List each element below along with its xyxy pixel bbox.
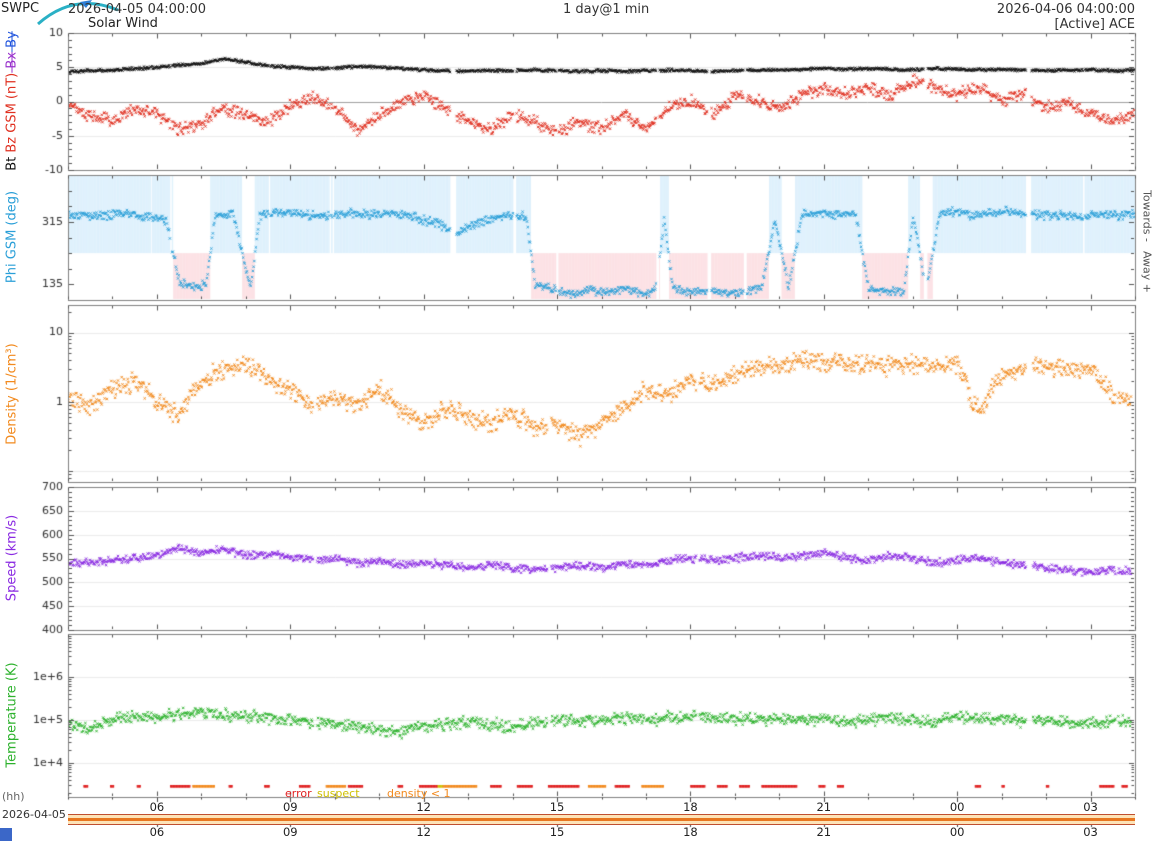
- hour-tick-label: 09: [282, 800, 298, 814]
- source-status-badge: [Active] ACE: [1054, 17, 1135, 32]
- temperature-axis-label[interactable]: Temperature (K): [4, 662, 20, 768]
- hour-tick-label: 00: [949, 825, 965, 839]
- density-axis-label[interactable]: Density (1/cm³): [4, 343, 20, 445]
- plot-start-time: 2026-04-05 04:00:00: [68, 2, 207, 17]
- footer-logo-fragment: [0, 828, 12, 841]
- swpc-logo-text: SWPC: [1, 1, 40, 16]
- hour-tick-label: 12: [416, 800, 431, 814]
- plot-end-time: 2026-04-06 04:00:00: [996, 2, 1135, 17]
- hour-tick-label: 03: [1083, 800, 1098, 814]
- hour-tick-label: 00: [949, 800, 965, 814]
- towards-sector-label: Towards -: [1140, 190, 1154, 242]
- bx-series-toggle[interactable]: Bx: [4, 51, 20, 73]
- phi-axis-label[interactable]: Phi GSM (deg): [4, 190, 20, 284]
- legend-suspect[interactable]: suspect: [317, 787, 360, 800]
- hour-tick-label: 06: [149, 825, 165, 839]
- legend-error[interactable]: error: [285, 787, 312, 800]
- away-sector-label: Away +: [1140, 250, 1154, 294]
- hour-tick-label: 21: [816, 825, 832, 839]
- plot-resolution: 1 day@1 min: [563, 2, 650, 17]
- hour-axis-row-1: 06 09 12 15 18 21 00 03: [0, 800, 1158, 814]
- hour-tick-label: 03: [1083, 825, 1098, 839]
- time-range-slider[interactable]: [68, 814, 1135, 825]
- hh-axis-unit-label: (hh): [2, 790, 25, 803]
- by-series-toggle[interactable]: By: [4, 31, 20, 52]
- hour-tick-label: 06: [149, 800, 165, 814]
- bz-series-toggle[interactable]: Bz GSM (nT): [4, 72, 20, 157]
- bt-series-toggle[interactable]: Bt: [4, 156, 20, 171]
- hour-tick-label: 15: [549, 825, 565, 839]
- page-title: Solar Wind: [88, 16, 158, 31]
- swpc-logo-swoosh: [37, 0, 119, 26]
- legend-density-lt1[interactable]: density < 1: [387, 787, 451, 800]
- mag-axis-label: Bt Bz GSM (nT) Bx By: [5, 31, 20, 171]
- hour-tick-label: 18: [683, 800, 698, 814]
- hour-tick-label: 09: [282, 825, 298, 839]
- time-range-slider-line: [68, 818, 1135, 821]
- speed-axis-label[interactable]: Speed (km/s): [4, 514, 20, 602]
- axis-date-label: 2026-04-05: [2, 808, 66, 821]
- hour-axis-row-2: 06 09 12 15 18 21 00 03: [0, 825, 1158, 839]
- hour-tick-label: 15: [549, 800, 565, 814]
- hour-tick-label: 21: [816, 800, 832, 814]
- hour-tick-label: 12: [416, 825, 431, 839]
- hour-tick-label: 18: [683, 825, 698, 839]
